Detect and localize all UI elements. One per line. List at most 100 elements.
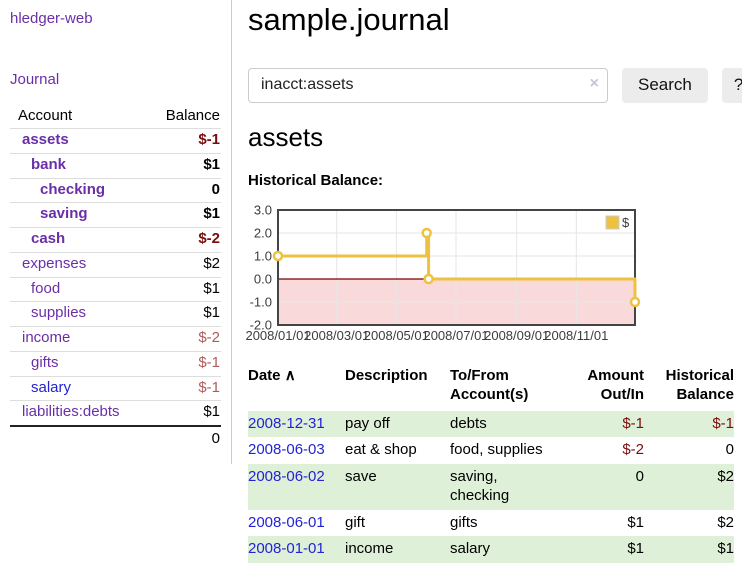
transaction-balance: $-1: [712, 414, 734, 432]
search-form: × Search ?: [248, 67, 742, 103]
account-name-cell: food: [10, 277, 151, 303]
transaction-description: eat & shop: [345, 441, 417, 459]
account-name-cell: income: [10, 326, 151, 352]
account-link[interactable]: income: [22, 329, 71, 346]
account-balance: $2: [150, 252, 221, 278]
balance-column-header-main: Historical Balance: [644, 364, 734, 411]
account-balance: $-1: [150, 128, 221, 154]
y-axis-tick-label: -2.0: [250, 317, 272, 332]
account-name-cell: expenses: [10, 252, 151, 278]
transaction-row: 2008-06-02 save saving, checking 0 $2: [248, 463, 734, 510]
account-balance: $1: [150, 301, 221, 327]
transaction-accounts: saving, checking: [450, 467, 510, 505]
account-row: salary $-1: [10, 376, 221, 402]
date-header-label: Date: [248, 366, 281, 384]
transaction-balance: $2: [717, 467, 734, 485]
y-axis-tick-label: 1.0: [254, 248, 272, 263]
transaction-date-cell: 2008-06-02: [248, 464, 345, 510]
sort-ascending-icon: ∧: [284, 366, 296, 384]
clear-search-icon[interactable]: ×: [589, 74, 599, 92]
transaction-amount: 0: [635, 467, 644, 485]
amount-header-line1: Amount: [587, 366, 644, 384]
account-name-cell: assets: [10, 128, 151, 154]
account-balance: $1: [150, 202, 221, 228]
balance-column-header: Balance: [150, 104, 221, 129]
tofrom-header-line1: To/From: [450, 366, 509, 384]
transaction-description: save: [345, 467, 377, 485]
account-link[interactable]: supplies: [31, 304, 87, 322]
transaction-date-cell: 2008-06-03: [248, 437, 345, 464]
account-balance: 0: [150, 178, 221, 204]
account-balance: $1: [150, 400, 221, 427]
transaction-date-link[interactable]: 2008-06-01: [248, 513, 325, 531]
account-balance: $1: [150, 277, 221, 303]
transaction-accounts: gifts: [450, 513, 478, 531]
account-link[interactable]: cash: [31, 230, 66, 247]
account-link[interactable]: salary: [31, 378, 72, 396]
tofrom-column-header: To/From Account(s): [450, 364, 558, 411]
account-link[interactable]: expenses: [22, 254, 87, 272]
account-name-cell: supplies: [10, 301, 151, 327]
transaction-balance: $2: [717, 513, 734, 531]
y-axis-tick-label: -1.0: [250, 294, 272, 309]
account-row: food $1: [10, 277, 221, 303]
transaction-accounts: food, supplies: [450, 441, 543, 459]
account-link[interactable]: saving: [40, 205, 88, 223]
transaction-amount: $1: [627, 540, 644, 558]
account-link[interactable]: bank: [31, 155, 67, 173]
account-link[interactable]: checking: [40, 180, 106, 198]
account-row: cash $-2: [10, 227, 221, 253]
sidebar-item-journal[interactable]: Journal: [10, 71, 60, 88]
chart-canvas[interactable]: $3.0 2.0 1.0 0.0 -1.0 -2.02008/01/012008/03/0…: [245, 202, 650, 344]
account-row: expenses $2: [10, 252, 221, 278]
transaction-row: 2008-06-01 gift gifts $1 $2: [248, 510, 734, 537]
y-axis-tick-label: 0.0: [254, 271, 272, 286]
account-balance: $-1: [150, 376, 221, 402]
transaction-accounts: salary: [450, 540, 491, 558]
balance-header-line1: Historical: [665, 366, 734, 384]
brand-link[interactable]: hledger-web: [10, 10, 93, 27]
account-row: income $-2: [10, 326, 221, 352]
transaction-amount: $1: [627, 513, 644, 531]
account-name-cell: saving: [10, 202, 151, 228]
account-link[interactable]: food: [31, 279, 61, 297]
date-column-header[interactable]: Date ∧: [248, 364, 345, 411]
account-name-cell: cash: [10, 227, 151, 253]
account-name-cell: gifts: [10, 351, 151, 377]
accounts-total-value: 0: [150, 425, 221, 452]
transaction-date-link[interactable]: 2008-06-03: [248, 441, 325, 459]
transaction-description: pay off: [345, 414, 390, 432]
account-link[interactable]: liabilities:debts: [22, 403, 120, 421]
historical-balance-chart[interactable]: $3.0 2.0 1.0 0.0 -1.0 -2.0 2008/01/01 2008/03/0…: [245, 202, 650, 344]
search-button[interactable]: Search: [622, 67, 708, 103]
account-row: checking 0: [10, 178, 221, 204]
account-row: saving $1: [10, 202, 221, 228]
total-spacer: [10, 425, 151, 452]
x-axis-tick-label: 2008/03/01: [304, 328, 369, 343]
account-row: gifts $-1: [10, 351, 221, 377]
account-name-cell: bank: [10, 153, 151, 179]
transaction-date-link[interactable]: 2008-12-31: [248, 414, 325, 432]
tofrom-header-line2: Account(s): [450, 386, 529, 404]
transaction-description: income: [345, 540, 394, 558]
x-axis-tick-label: 2008/11/01: [544, 328, 608, 343]
account-name-cell: liabilities:debts: [10, 400, 151, 427]
x-axis-tick-label: 2008/05/01: [364, 328, 429, 343]
account-balance: $-2: [150, 326, 221, 352]
account-name-cell: salary: [10, 376, 151, 402]
account-heading: assets: [248, 121, 324, 152]
balance-header-line2: Balance: [676, 386, 734, 404]
account-row: bank $1: [10, 153, 221, 179]
account-link[interactable]: assets: [22, 131, 69, 148]
account-link[interactable]: gifts: [31, 353, 59, 371]
account-balance: $-1: [150, 351, 221, 377]
chart-title: Historical Balance:: [248, 171, 384, 189]
search-input[interactable]: [248, 67, 608, 103]
register-header-row: Date ∧ Description To/From Account(s) Am…: [248, 364, 734, 411]
sidebar: hledger-web Journal Account Balance asse…: [0, 0, 232, 464]
transaction-date-link[interactable]: 2008-06-02: [248, 467, 325, 485]
help-button[interactable]: ?: [721, 67, 742, 103]
account-row: liabilities:debts $1: [10, 400, 221, 427]
account-balance: $-2: [150, 227, 221, 253]
transaction-date-link[interactable]: 2008-01-01: [248, 540, 325, 558]
